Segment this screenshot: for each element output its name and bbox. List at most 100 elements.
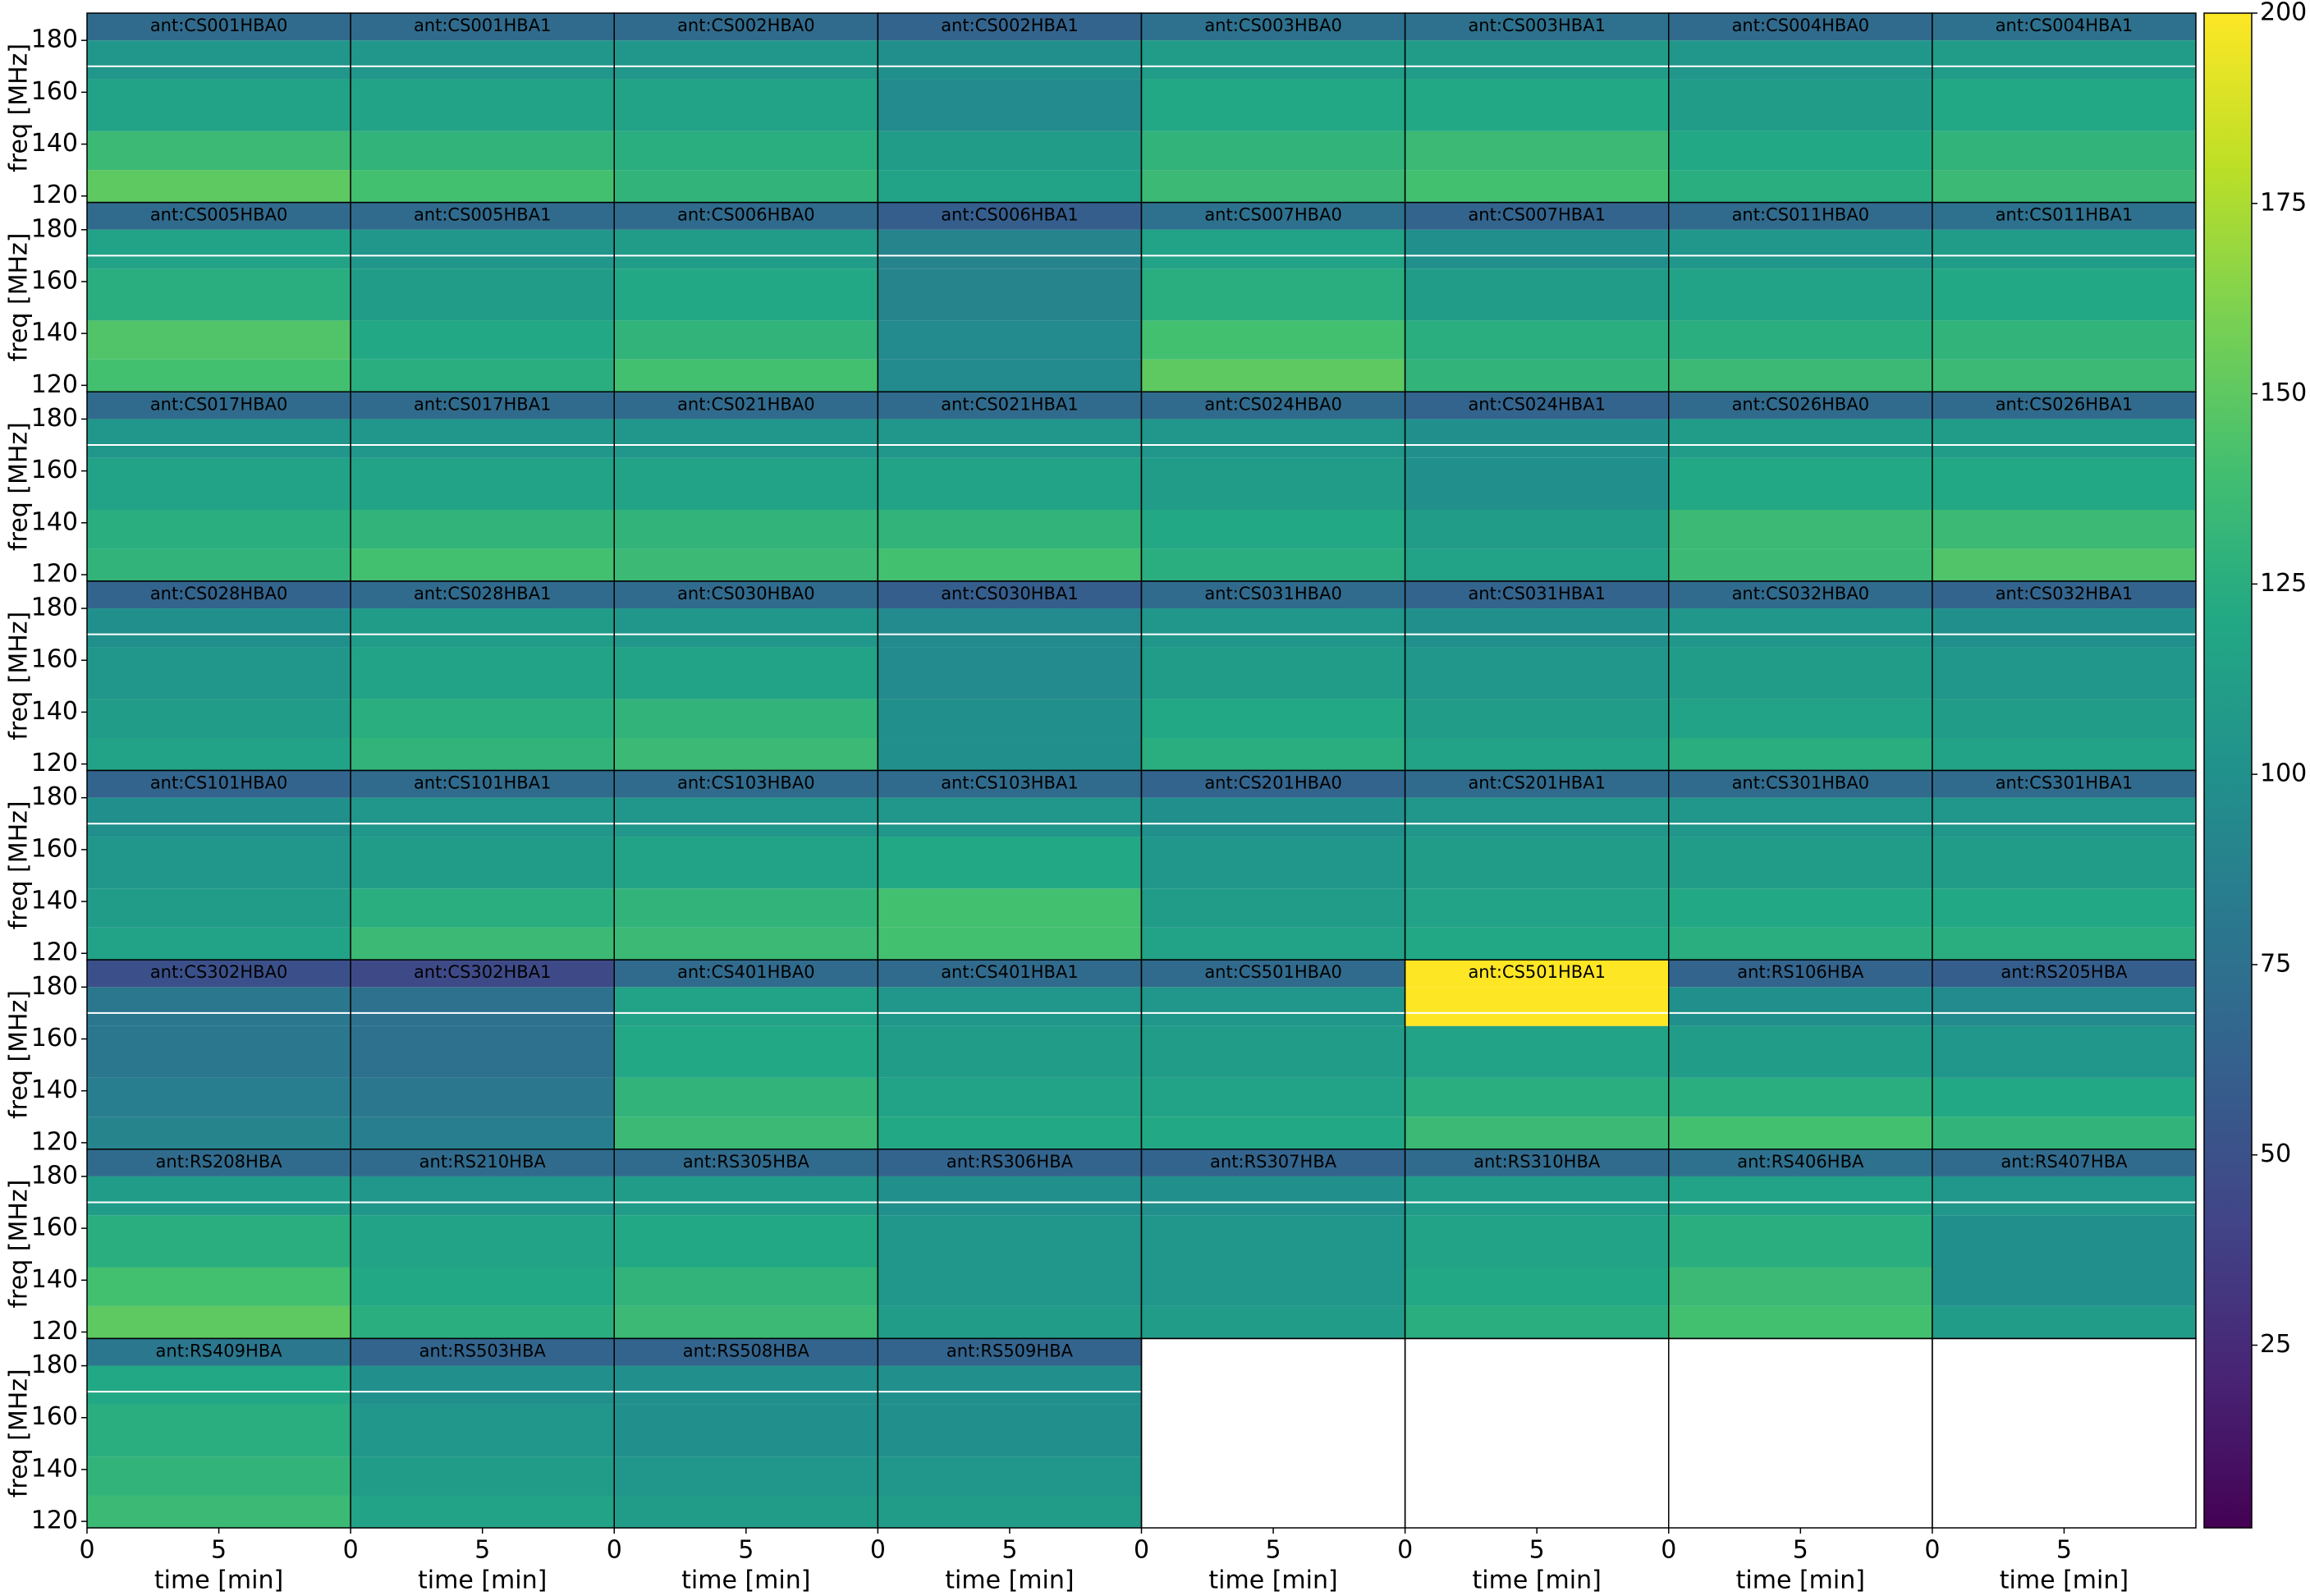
panel-title: ant:CS011HBA0 [1732,205,1870,225]
heat-cell [1668,40,1932,80]
heat-cell [614,320,878,360]
colorbar [2203,12,2253,1529]
panel-title: ant:CS004HBA1 [1996,16,2134,35]
heat-cell [1405,359,1669,392]
heat-cell [87,960,351,988]
panel-title: ant:RS509HBA [946,1341,1074,1360]
heat-cell [1405,647,1669,699]
heat-cell [1668,927,1932,961]
panel-title: ant:RS106HBA [1737,962,1864,982]
heat-cell [87,580,351,609]
heat-cell [1932,797,2196,837]
heat-cell [87,202,351,230]
x-axis-label: time [min] [1208,1566,1337,1595]
y-tick-label: 120 [31,559,78,588]
panel-title: ant:CS026HBA1 [1996,394,2134,414]
heat-cell [351,927,615,961]
panel: ant:CS024HBA1 [1404,391,1670,582]
heat-cell [87,987,351,1026]
heat-cell [614,1365,878,1405]
heat-cell [87,509,351,549]
heat-cell [614,1215,878,1268]
heat-cell [1668,359,1932,392]
heat-cell [1932,1215,2196,1268]
heat-cell [1141,837,1405,889]
y-axis-label: freq [MHz] [5,233,34,362]
panel: ant:CS002HBA1 [877,12,1143,204]
panel: ant:CS004HBA0 [1668,12,1933,204]
heat-cell [1668,457,1932,510]
panel-title: ant:CS003HBA1 [1468,16,1606,35]
panel-title: ant:CS007HBA1 [1468,205,1606,225]
heat-cell [87,1305,351,1339]
y-tick-label: 120 [31,370,78,399]
heat-cell [87,1117,351,1149]
panel-title: ant:CS017HBA1 [414,394,552,414]
y-tick-label: 140 [31,1454,78,1483]
heat-cell [87,229,351,269]
y-tick-label: 180 [31,782,78,811]
x-tick-label: 0 [79,1536,94,1565]
heat-cell [1141,320,1405,360]
heat-cell [1405,738,1669,771]
panel-title: ant:CS005HBA1 [414,205,552,225]
heat-cell [87,392,351,420]
heat-cell [1405,1149,1669,1176]
heat-cell [1668,548,1932,581]
heat-cell [614,1305,878,1339]
panel: ant:CS004HBA1 [1932,12,2197,204]
heat-cell [351,359,615,392]
panel-frame [1668,1337,1933,1529]
heat-cell [1141,131,1405,171]
heat-cell [351,457,615,510]
heat-cell [1405,509,1669,549]
heat-cell [87,1404,351,1457]
panel-title: ant:CS030HBA0 [677,584,815,603]
heat-cell [1668,647,1932,699]
heat-cell [351,548,615,581]
y-tick-label: 140 [31,507,78,536]
heat-cell [1141,509,1405,549]
heat-cell [351,509,615,549]
x-tick-label: 0 [1134,1536,1149,1565]
panel: ant:CS017HBA1 [350,391,615,582]
heat-cell [351,1338,615,1366]
heat-cell [1405,837,1669,889]
colorbar-tick-label: 100 [2260,759,2307,788]
y-axis-label: freq [MHz] [5,422,34,551]
panel: ant:CS401HBA1 [877,959,1143,1150]
panel: ant:RS406HBA [1668,1149,1933,1340]
x-axis-label: time [min] [945,1566,1074,1595]
heat-cell [878,359,1142,392]
panel: ant:CS030HBA1 [877,580,1143,772]
heat-cell [1668,131,1932,171]
heat-cell [1405,131,1669,171]
heat-cell [1405,770,1669,798]
y-axis-label: freq [MHz] [5,1180,34,1309]
heat-cell [351,79,615,131]
heat-cell [1405,1176,1669,1216]
heat-cell [1405,987,1669,1026]
heat-cell [87,1495,351,1528]
panel: ant:CS401HBA0 [613,959,879,1150]
y-tick-label: 180 [31,972,78,1001]
panel-title: ant:CS011HBA1 [1996,205,2134,225]
heat-cell [1932,647,2196,699]
heat-cell [87,1176,351,1216]
heat-cell [1932,359,2196,392]
panel-frame [1404,1337,1670,1529]
heat-cell [87,647,351,699]
colorbar-tick-label: 150 [2260,378,2307,407]
x-tick-label: 5 [1001,1536,1017,1565]
panel-title: ant:RS210HBA [419,1152,547,1172]
x-axis-label: time [min] [2000,1566,2129,1595]
heat-cell [614,987,878,1026]
heat-cell [614,1149,878,1176]
heat-cell [1141,1305,1405,1339]
panel: ant:CS011HBA0 [1668,201,1933,392]
panel: ant:CS002HBA0 [613,12,879,204]
heat-cell [1141,1267,1405,1306]
heat-cell [1141,987,1405,1026]
heat-cell [351,987,615,1026]
heat-cell [1932,268,2196,321]
